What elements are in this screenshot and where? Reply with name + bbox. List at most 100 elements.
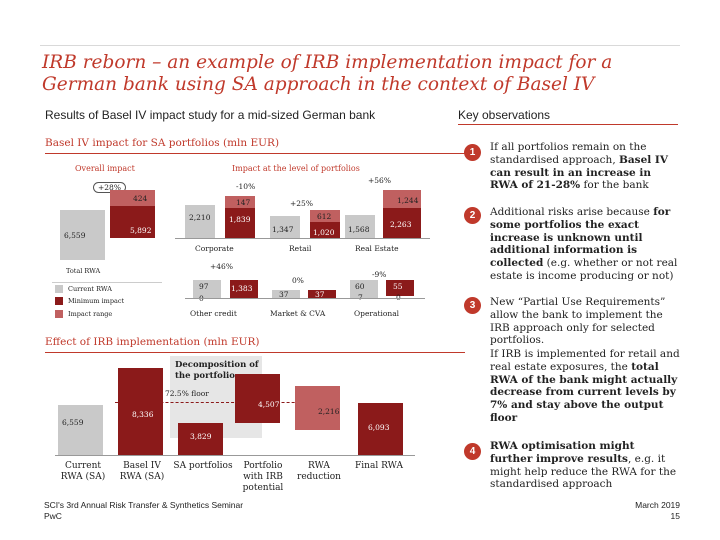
realestate-min-value: 1,244	[397, 196, 419, 205]
other-credit-total-value: 1,383	[231, 284, 253, 293]
other-credit-pct: +46%	[210, 262, 233, 271]
top-chart-axis-1	[175, 238, 430, 239]
bottom-chart-rule	[45, 352, 465, 353]
retail-current-value: 1,347	[272, 225, 294, 234]
realestate-pct: +56%	[368, 176, 391, 185]
results-subtitle: Results of Basel IV impact study for a m…	[45, 108, 376, 122]
operational-zero-value: 0	[396, 293, 401, 302]
observation-3: New “Partial Use Requirements” allow the…	[490, 296, 666, 347]
market-label: Market & CVA	[270, 309, 326, 318]
final-rwa-bar	[358, 403, 403, 455]
operational-current-bar	[350, 280, 378, 298]
observation-1: If all portfolios remain on the standard…	[490, 141, 668, 192]
corporate-min-value: 147	[236, 198, 251, 207]
corporate-current-value: 2,210	[189, 213, 211, 222]
realestate-label: Real Estate	[355, 244, 399, 253]
observation-4: RWA optimisation might further improve r…	[490, 440, 677, 491]
legend-minimum-label: Minimum impact	[68, 297, 125, 305]
top-chart-axis-2	[185, 298, 425, 299]
operational-current-value: 60	[355, 282, 365, 291]
legend-current-label: Current RWA	[68, 285, 112, 293]
overall-current-bar	[60, 210, 105, 260]
overall-min-value: 424	[133, 194, 148, 203]
corporate-total-bar	[225, 208, 255, 238]
observations-rule	[458, 124, 678, 125]
footer-brand: PwC	[44, 511, 62, 521]
legend-current-swatch	[55, 285, 63, 293]
portfolio-impact-label: Impact at the level of portfolios	[232, 164, 360, 173]
basel-rwa-value: 8,336	[132, 410, 154, 419]
operational-small-value: 7	[358, 293, 363, 302]
corporate-label: Corporate	[195, 244, 234, 253]
rwa-reduction-bar	[295, 386, 340, 430]
market-current-value: 37	[279, 290, 289, 299]
overall-total-bar	[110, 206, 155, 238]
footer-page: 15	[670, 511, 680, 521]
realestate-current-value: 1,568	[348, 225, 370, 234]
final-rwa-label: Final RWA	[355, 461, 403, 471]
realestate-total-bar	[383, 208, 421, 238]
corporate-pct: -10%	[236, 182, 256, 191]
bottom-chart-heading: Effect of IRB implementation (mln EUR)	[45, 336, 260, 348]
operational-pct: -9%	[372, 270, 387, 279]
overall-total-value: 5,892	[130, 226, 152, 235]
other-credit-label: Other credit	[190, 309, 237, 318]
legend-range-swatch	[55, 310, 63, 318]
observation-3-number: 3	[464, 297, 481, 314]
overall-pct-badge: +28%	[93, 182, 126, 193]
irb-potential-bar	[235, 374, 280, 423]
overall-min-bar	[110, 190, 155, 206]
retail-current-bar	[270, 216, 300, 238]
market-total-bar	[308, 290, 336, 298]
retail-pct: +25%	[290, 199, 313, 208]
corporate-current-bar	[185, 205, 215, 238]
market-pct: 0%	[292, 276, 304, 285]
basel-rwa-bar	[118, 368, 163, 455]
observation-3b: If IRB is implemented for retail and rea…	[490, 348, 680, 424]
floor-line	[115, 402, 335, 403]
observation-2-number: 2	[464, 207, 481, 224]
legend-rule	[52, 282, 162, 283]
top-rule	[40, 45, 680, 46]
realestate-min-bar	[383, 190, 421, 208]
final-rwa-value: 6,093	[368, 423, 390, 432]
legend-minimum-swatch	[55, 297, 63, 305]
observation-1-number: 1	[464, 144, 481, 161]
realestate-current-bar	[345, 215, 375, 238]
basel-rwa-label: Basel IV RWA (SA)	[119, 461, 165, 482]
footer-date: March 2019	[635, 500, 680, 510]
operational-total-bar	[386, 280, 414, 296]
retail-min-bar	[310, 210, 340, 222]
footer-event: SCI's 3rd Annual Risk Transfer & Synthet…	[44, 500, 244, 510]
rwa-reduction-value: 2,216	[318, 407, 340, 416]
sa-portfolios-label: SA portfolios	[173, 461, 233, 471]
irb-potential-label: Portfolio with IRB potential	[242, 461, 284, 493]
market-current-bar	[272, 290, 300, 298]
top-chart-heading: Basel IV impact for SA portfolios (mln E…	[45, 137, 280, 149]
top-chart-rule	[45, 153, 465, 154]
sa-portfolios-bar	[178, 423, 223, 455]
operational-total-value: 55	[393, 282, 403, 291]
other-credit-current-value: 97	[199, 282, 209, 291]
sa-portfolios-value: 3,829	[190, 432, 212, 441]
retail-min-value: 612	[317, 212, 332, 221]
realestate-total-value: 2,263	[390, 220, 412, 229]
current-rwa-bar	[58, 405, 103, 455]
current-rwa-label: Current RWA (SA)	[60, 461, 106, 482]
page-title: IRB reborn – an example of IRB implement…	[42, 52, 613, 95]
legend-range-label: Impact range	[68, 310, 113, 318]
observation-2: Additional risks arise because for some …	[490, 206, 678, 282]
corporate-total-value: 1,839	[229, 215, 251, 224]
observation-4-number: 4	[464, 443, 481, 460]
irb-potential-value: 4,507	[258, 400, 280, 409]
retail-label: Retail	[289, 244, 312, 253]
corporate-min-bar	[225, 196, 255, 208]
other-credit-total-bar	[230, 280, 258, 298]
market-total-value: 37	[315, 290, 325, 299]
overall-impact-label: Overall impact	[75, 164, 135, 173]
current-rwa-value: 6,559	[62, 418, 84, 427]
retail-total-bar	[310, 222, 340, 238]
rwa-reduction-label: RWA reduction	[297, 461, 341, 482]
other-credit-current-bar	[193, 280, 221, 298]
decomposition-callout: Decomposition of the portfolio	[175, 360, 259, 381]
